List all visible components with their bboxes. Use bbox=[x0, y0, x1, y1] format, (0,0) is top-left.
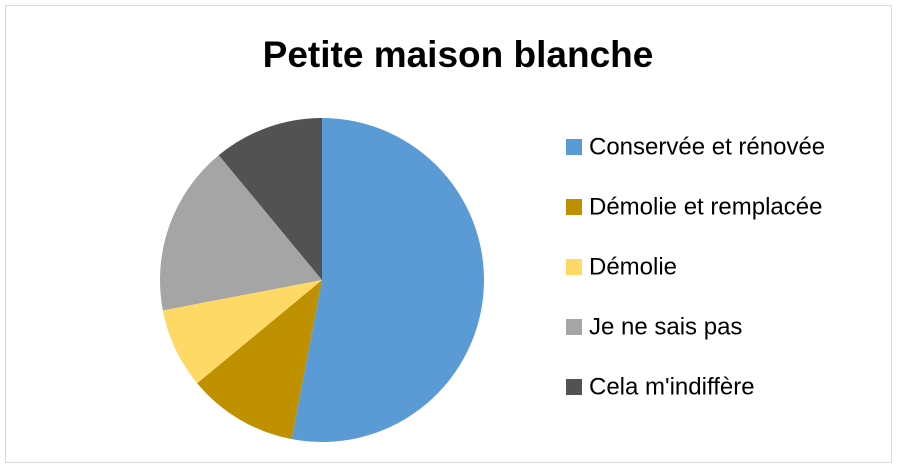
legend-swatch bbox=[566, 199, 582, 215]
legend-label: Cela m'indiffère bbox=[589, 373, 755, 400]
legend-label: Démolie et remplacée bbox=[589, 193, 822, 220]
pie-slice bbox=[218, 118, 322, 280]
chart-title: Petite maison blanche bbox=[263, 34, 654, 75]
legend-label: Je ne sais pas bbox=[589, 313, 742, 340]
legend-label: Démolie bbox=[589, 253, 677, 280]
pie-slice bbox=[197, 280, 322, 440]
pie-slice bbox=[162, 280, 322, 384]
legend-swatch bbox=[566, 139, 582, 155]
legend-label: Conservée et rénovée bbox=[589, 133, 825, 160]
legend-swatch bbox=[566, 319, 582, 335]
pie-slice bbox=[160, 155, 322, 311]
pie-slice bbox=[291, 118, 485, 442]
legend-swatch bbox=[566, 379, 582, 395]
legend-swatch bbox=[566, 259, 582, 275]
